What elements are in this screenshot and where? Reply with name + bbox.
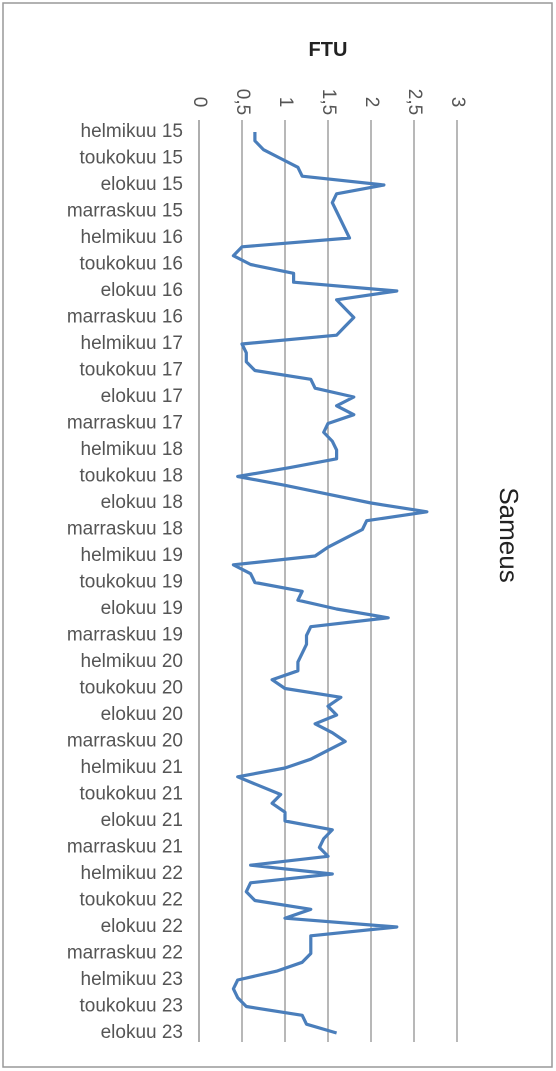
y-tick-label: marraskuu 21 (67, 837, 183, 858)
x-tick-label: 2,5 (404, 89, 425, 115)
y-tick-label: toukokuu 23 (79, 996, 183, 1017)
y-tick-label: marraskuu 17 (67, 413, 183, 434)
y-tick-label: marraskuu 15 (67, 201, 183, 222)
y-tick-label: toukokuu 20 (79, 678, 183, 699)
y-tick-label: marraskuu 22 (67, 943, 183, 964)
x-tick-label: 1 (275, 97, 296, 108)
y-tick-label: marraskuu 20 (67, 731, 183, 752)
y-tick-label: helmikuu 17 (81, 333, 183, 354)
y-tick-label: helmikuu 18 (81, 439, 183, 460)
y-tick-label: elokuu 19 (101, 598, 183, 619)
y-tick-label: helmikuu 16 (81, 227, 183, 248)
y-tick-label: toukokuu 21 (79, 784, 183, 805)
y-tick-label: marraskuu 18 (67, 519, 183, 540)
x-tick-label: 1,5 (318, 89, 339, 115)
y-tick-label: elokuu 22 (101, 916, 183, 937)
y-tick-label: elokuu 17 (101, 386, 183, 407)
y-tick-label: helmikuu 22 (81, 863, 183, 884)
x-tick-label: 0,5 (232, 89, 253, 115)
y-tick-label: toukokuu 18 (79, 466, 183, 487)
y-tick-label: elokuu 15 (101, 174, 183, 195)
y-tick-label: elokuu 21 (101, 810, 183, 831)
y-tick-label: elokuu 23 (101, 1022, 183, 1043)
y-tick-label: toukokuu 15 (79, 148, 183, 169)
x-tick-label: 2 (361, 97, 382, 108)
y-tick-label: helmikuu 21 (81, 757, 183, 778)
axis-title: FTU (309, 39, 348, 61)
y-tick-label: toukokuu 17 (79, 360, 183, 381)
y-tick-label: helmikuu 20 (81, 651, 183, 672)
y-tick-label: helmikuu 15 (81, 121, 183, 142)
y-tick-label: helmikuu 19 (81, 545, 183, 566)
y-tick-label: elokuu 16 (101, 280, 183, 301)
y-tick-label: marraskuu 19 (67, 625, 183, 646)
y-tick-label: elokuu 18 (101, 492, 183, 513)
y-tick-label: toukokuu 22 (79, 890, 183, 911)
y-tick-label: toukokuu 16 (79, 254, 183, 275)
chart-title: Sameus (494, 487, 524, 582)
x-tick-label: 0 (189, 97, 210, 108)
y-tick-label: marraskuu 16 (67, 307, 183, 328)
y-tick-label: toukokuu 19 (79, 572, 183, 593)
y-tick-label: helmikuu 23 (81, 969, 183, 990)
data-line (231, 132, 429, 1035)
y-tick-label: elokuu 20 (101, 704, 183, 725)
x-tick-label: 3 (447, 97, 468, 108)
